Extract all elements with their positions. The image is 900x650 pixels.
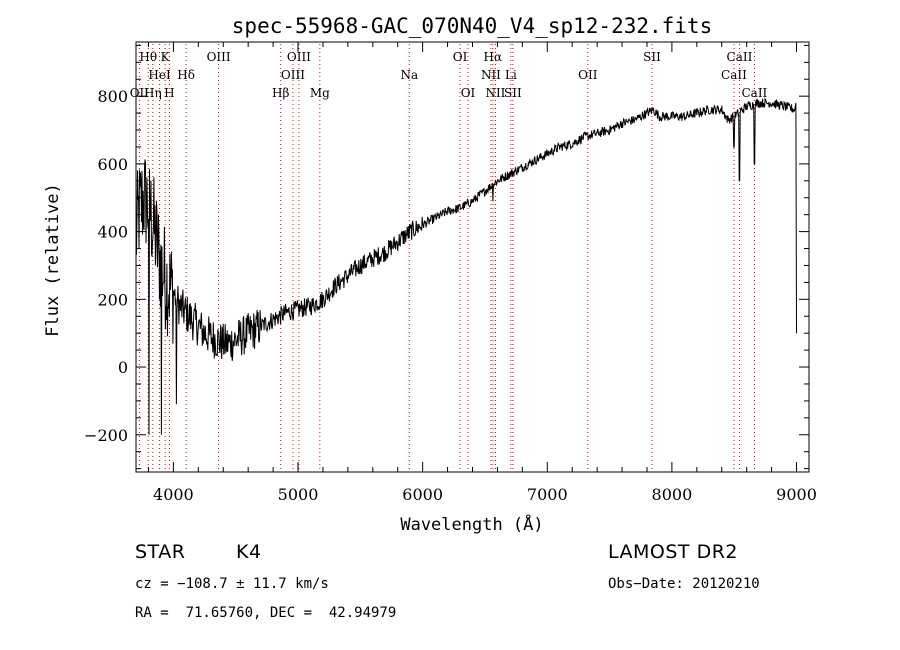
coordinates-text: RA = 71.65760, DEC = 42.94979 (135, 605, 397, 621)
spectral-line-label: CaII (721, 68, 747, 82)
spectral-line-label: H (164, 86, 174, 100)
chart-title: spec-55968-GAC_070N40_V4_sp12-232.fits (232, 14, 712, 38)
y-tick-labels: −200 0 200 400 600 800 (84, 87, 128, 445)
survey-name: LAMOST DR2 (608, 541, 738, 563)
plot-frame (135, 41, 810, 473)
x-axis-label: Wavelength (Å) (400, 513, 543, 535)
y-tick-label: 200 (97, 290, 128, 309)
spectral-line-label: Hη (144, 86, 162, 100)
spectral-line-label: OI (453, 50, 468, 64)
spectral-line-label: Hδ (177, 68, 195, 82)
x-tick-labels: 4000 5000 6000 7000 8000 9000 (153, 485, 817, 504)
obs-date-text: Obs−Date: 20120210 (608, 576, 760, 592)
spectral-line-label: OIII (287, 50, 311, 64)
spectral-line-label: OII (578, 68, 598, 82)
spectral-line-label: K (161, 50, 171, 64)
spectral-line-label: Mg (310, 86, 330, 100)
y-tick-label: 800 (97, 87, 128, 106)
spectral-line-labels: Hθ K HeI Hδ OII Hη H OIII OIII OIII Hβ Mg Na OI OI Hα NI… (130, 50, 768, 100)
spectral-line-label: NII (485, 86, 505, 100)
spectral-line-label: OIII (281, 68, 305, 82)
x-tick-label: 6000 (402, 485, 443, 504)
spectral-line-label: Hβ (272, 86, 289, 100)
spectral-line-label: CaII (741, 86, 767, 100)
spectral-line-label: Li (505, 68, 517, 82)
spectral-line-label: CaII (727, 50, 753, 64)
spectral-line-label: Hα (484, 50, 503, 64)
spectrum-line (135, 97, 797, 435)
x-tick-label: 7000 (527, 485, 568, 504)
y-tick-label: 400 (97, 223, 128, 242)
x-tick-label: 4000 (153, 485, 194, 504)
y-axis-label: Flux (relative) (43, 183, 63, 337)
spectral-line-label: OIII (207, 50, 231, 64)
spectral-line-label: SII (504, 86, 522, 100)
x-tick-label: 5000 (278, 485, 319, 504)
y-tick-label: 0 (118, 358, 128, 377)
spectral-line-label: Hθ (139, 50, 157, 64)
redshift-text: cz = −108.7 ± 11.7 km/s (135, 576, 329, 592)
y-tick-label: 600 (97, 155, 128, 174)
x-tick-label: 9000 (776, 485, 817, 504)
axis-ticks (136, 42, 809, 472)
spectral-line-markers (138, 44, 755, 472)
object-subclass: K4 (236, 541, 262, 563)
spectral-line-label: SII (643, 50, 661, 64)
spectral-line-label: OI (461, 86, 476, 100)
spectral-line-label: Na (400, 68, 418, 82)
object-class: STAR (135, 541, 186, 563)
y-tick-label: −200 (84, 426, 128, 445)
x-tick-label: 8000 (652, 485, 693, 504)
spectral-line-label: NII (481, 68, 501, 82)
spectral-line-label: HeI (148, 68, 171, 82)
spectrum-chart: spec-55968-GAC_070N40_V4_sp12-232.fits H… (43, 14, 817, 535)
